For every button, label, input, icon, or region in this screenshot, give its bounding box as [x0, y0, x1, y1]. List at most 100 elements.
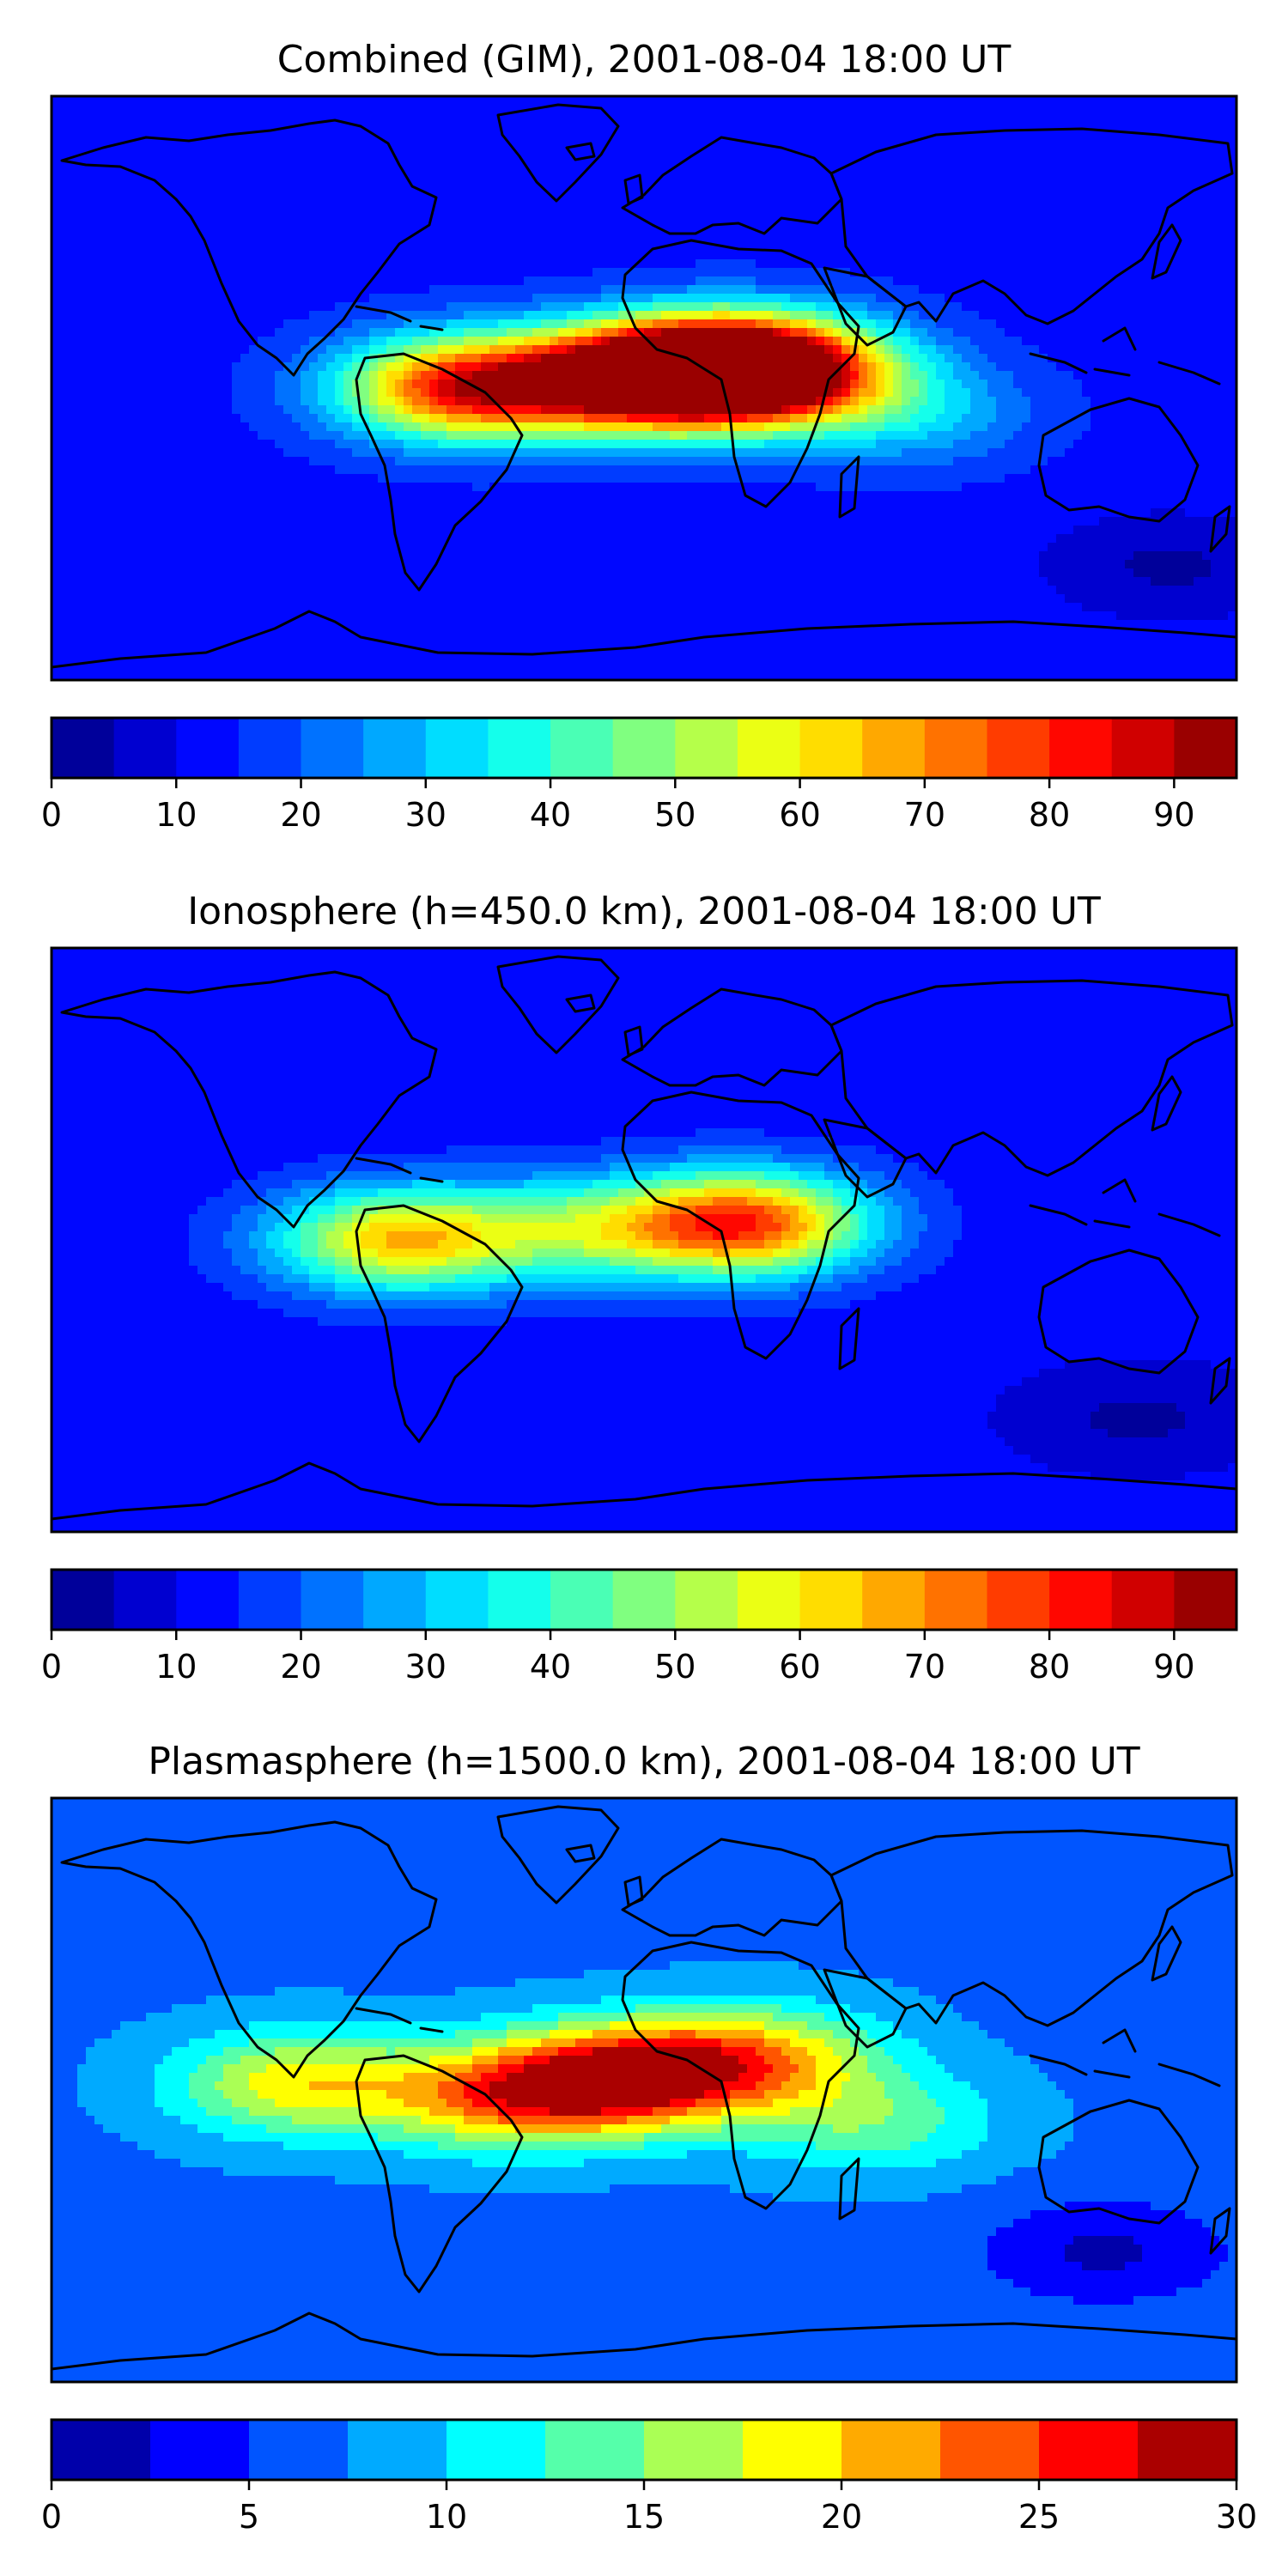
field-cell	[627, 96, 636, 106]
field-cell	[1211, 319, 1220, 329]
field-cell	[155, 294, 164, 303]
field-cell	[232, 276, 241, 286]
field-cell	[421, 139, 430, 149]
field-cell	[498, 225, 507, 234]
field-cell	[1142, 328, 1151, 337]
field-cell	[301, 234, 310, 243]
field-cell	[1185, 276, 1194, 286]
field-cell	[910, 139, 920, 149]
field-cell	[618, 397, 628, 406]
field-cell	[592, 319, 602, 329]
field-cell	[69, 139, 78, 149]
field-cell	[618, 268, 628, 277]
field-cell	[489, 148, 499, 157]
field-cell	[876, 182, 885, 191]
field-cell	[1228, 216, 1236, 226]
field-cell	[524, 388, 533, 398]
field-cell	[438, 294, 447, 303]
field-cell	[197, 354, 207, 363]
field-cell	[1176, 122, 1186, 131]
field-cell	[1133, 302, 1143, 312]
field-cell	[266, 251, 276, 260]
field-cell	[60, 139, 70, 149]
field-cell	[112, 234, 121, 243]
field-cell	[77, 380, 87, 389]
field-cell	[361, 148, 370, 157]
field-cell	[404, 131, 413, 140]
field-cell	[850, 173, 860, 183]
field-cell	[438, 148, 447, 157]
field-cell	[816, 148, 825, 157]
field-cell	[507, 122, 516, 131]
field-cell	[343, 319, 353, 329]
field-cell	[60, 105, 70, 114]
field-cell	[258, 328, 267, 337]
field-cell	[215, 319, 224, 329]
field-cell	[283, 225, 293, 234]
field-cell	[1022, 216, 1031, 226]
field-cell	[378, 113, 387, 123]
field-cell	[962, 225, 971, 234]
field-cell	[1202, 191, 1212, 200]
field-cell	[704, 182, 714, 191]
field-cell	[249, 319, 258, 329]
field-cell	[361, 388, 370, 398]
field-cell	[223, 251, 233, 260]
field-cell	[618, 113, 628, 123]
field-cell	[352, 328, 361, 337]
field-cell	[670, 294, 679, 303]
field-cell	[1202, 388, 1212, 398]
field-cell	[910, 337, 920, 346]
field-cell	[223, 259, 233, 269]
field-cell	[962, 96, 971, 106]
field-cell	[1125, 362, 1134, 372]
field-cell	[197, 148, 207, 157]
field-cell	[395, 122, 404, 131]
field-cell	[773, 268, 782, 277]
field-cell	[421, 285, 430, 295]
field-cell	[163, 165, 173, 174]
field-cell	[687, 380, 696, 389]
field-cell	[816, 199, 825, 209]
field-cell	[524, 328, 533, 337]
field-cell	[112, 319, 121, 329]
field-cell	[532, 251, 542, 260]
field-cell	[1142, 311, 1151, 320]
field-cell	[945, 191, 954, 200]
field-cell	[378, 173, 387, 183]
field-cell	[936, 276, 945, 286]
field-cell	[137, 380, 147, 389]
field-cell	[1142, 371, 1151, 380]
field-cell	[970, 354, 980, 363]
field-cell	[678, 131, 688, 140]
field-cell	[910, 234, 920, 243]
field-cell	[395, 182, 404, 191]
field-cell	[1211, 225, 1220, 234]
field-cell	[1159, 362, 1169, 372]
field-cell	[902, 388, 911, 398]
field-cell	[807, 191, 817, 200]
field-cell	[1228, 208, 1236, 217]
field-cell	[1151, 345, 1160, 355]
field-cell	[309, 105, 319, 114]
field-cell	[180, 405, 190, 415]
field-cell	[447, 362, 456, 372]
field-cell	[833, 276, 842, 286]
field-cell	[592, 371, 602, 380]
field-cell	[919, 191, 928, 200]
field-cell	[240, 113, 250, 123]
field-cell	[601, 122, 611, 131]
field-cell	[730, 276, 739, 286]
field-cell	[816, 388, 825, 398]
field-cell	[704, 285, 714, 295]
field-cell	[1151, 388, 1160, 398]
field-cell	[1091, 156, 1100, 166]
field-cell	[1013, 165, 1023, 174]
field-cell	[738, 173, 748, 183]
field-cell	[249, 294, 258, 303]
field-cell	[824, 199, 834, 209]
field-cell	[1133, 345, 1143, 355]
field-cell	[1022, 113, 1031, 123]
field-cell	[515, 345, 525, 355]
field-cell	[481, 113, 490, 123]
